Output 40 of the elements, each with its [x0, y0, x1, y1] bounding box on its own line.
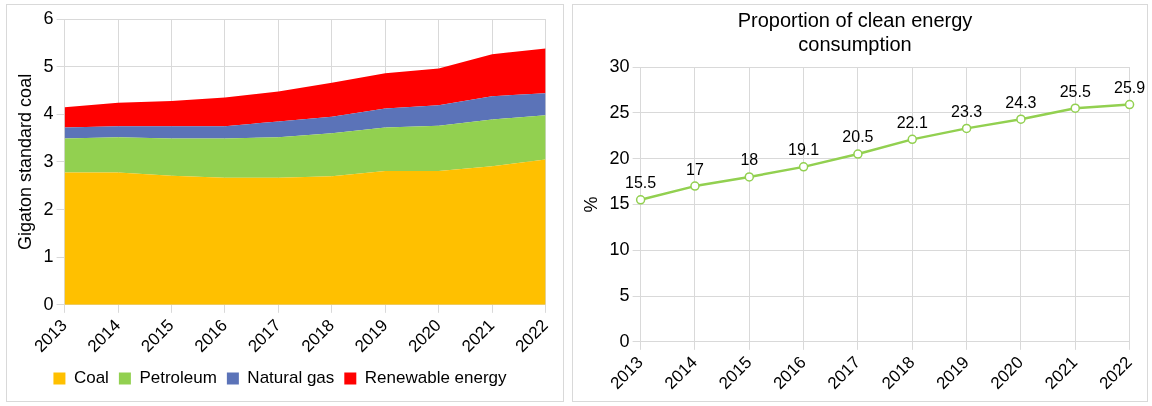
y-tick-label: 5: [43, 55, 54, 76]
legend-label: Petroleum: [139, 368, 217, 388]
y-tick-label: 3: [43, 150, 54, 171]
point: [853, 149, 863, 159]
y-axis-title: %: [580, 196, 601, 213]
data-label: 15.5: [625, 174, 657, 192]
y-tick-label: 5: [619, 285, 630, 305]
point: [798, 162, 809, 172]
data-label: 23.3: [951, 102, 983, 120]
legend-label: Natural gas: [247, 368, 335, 388]
point: [961, 123, 972, 134]
y-tick-label: 20: [609, 147, 630, 168]
y-tick-label: 0: [43, 293, 54, 314]
point: [1124, 99, 1135, 110]
y-tick-label: 25: [609, 101, 630, 122]
y-tick-label: 4: [43, 103, 54, 124]
point: [744, 172, 755, 182]
point: [690, 181, 700, 191]
data-label: 25.9: [1114, 78, 1146, 96]
data-label: 24.3: [1005, 93, 1037, 111]
y-tick-label: 0: [619, 330, 630, 351]
point: [907, 134, 918, 145]
y-axis-title: Gigaton standard coal: [14, 73, 35, 250]
point: [1070, 103, 1080, 113]
chart-title: Proportion of clean energy consumption: [737, 8, 973, 55]
data-label: 25.5: [1059, 82, 1091, 100]
y-tick-label: 30: [609, 55, 630, 76]
data-label: 19.1: [788, 141, 820, 159]
y-tick-label: 6: [43, 7, 54, 28]
data-label: 20.5: [842, 128, 874, 146]
data-label: 17: [686, 160, 704, 178]
data-label: 18: [740, 151, 759, 169]
legend-label: Renewable energy: [364, 368, 508, 388]
point: [1016, 114, 1026, 124]
legend-label: Coal: [73, 368, 109, 388]
y-tick-label: 10: [609, 239, 630, 260]
y-tick-label: 15: [609, 193, 630, 214]
y-tick-label: 1: [43, 246, 54, 267]
data-label: 22.1: [896, 113, 928, 131]
y-tick-label: 2: [43, 198, 54, 219]
